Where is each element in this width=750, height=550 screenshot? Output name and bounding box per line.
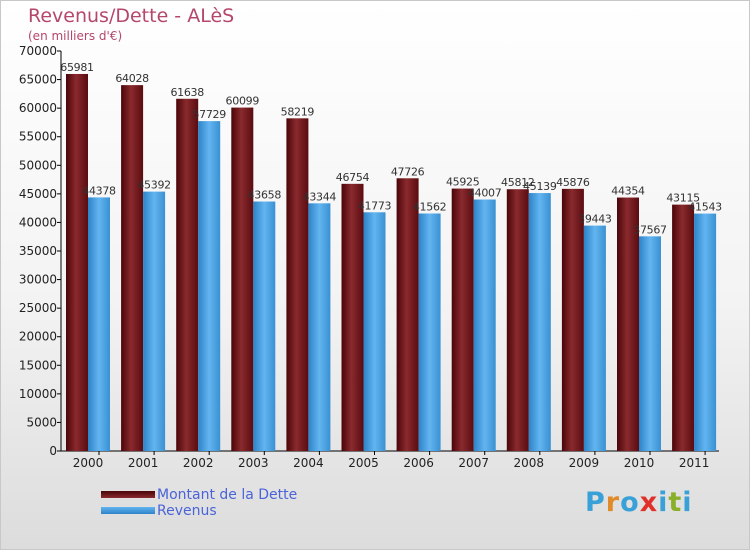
data-label-dette: 65981 bbox=[60, 61, 94, 74]
y-tick-label: 55000 bbox=[19, 130, 57, 144]
bar-dette bbox=[66, 73, 88, 452]
y-tick-label: 30000 bbox=[19, 273, 57, 287]
x-tick-label: 2009 bbox=[569, 456, 600, 470]
y-tick-label: 10000 bbox=[19, 387, 57, 401]
data-label-revenus: 41562 bbox=[413, 201, 447, 214]
chart-title: Revenus/Dette - ALèS bbox=[28, 5, 235, 27]
legend-swatch-revenus bbox=[101, 507, 155, 514]
x-tick-label: 2011 bbox=[679, 456, 710, 470]
data-label-dette: 47726 bbox=[391, 165, 425, 178]
data-label-dette: 46754 bbox=[336, 171, 370, 184]
data-label-dette: 43115 bbox=[666, 192, 700, 205]
bar-revenus bbox=[694, 213, 717, 451]
y-tick-label: 65000 bbox=[19, 73, 57, 87]
legend-swatch-dette bbox=[101, 491, 155, 498]
x-tick-label: 2002 bbox=[183, 456, 214, 470]
x-tick-label: 2005 bbox=[348, 456, 379, 470]
x-tick-label: 2003 bbox=[238, 456, 269, 470]
bar-dette bbox=[451, 188, 474, 452]
y-tick-label: 45000 bbox=[19, 187, 57, 201]
data-label-revenus: 44007 bbox=[468, 187, 502, 200]
data-label-revenus: 41543 bbox=[688, 201, 722, 214]
y-tick-label: 15000 bbox=[19, 358, 57, 372]
x-tick-label: 2008 bbox=[514, 456, 545, 470]
y-tick-label: 20000 bbox=[19, 330, 57, 344]
bar-dette bbox=[396, 178, 419, 451]
y-tick-label: 60000 bbox=[19, 101, 57, 115]
logo-letter: o bbox=[620, 487, 640, 518]
y-tick-label: 70000 bbox=[19, 44, 57, 58]
bar-dette bbox=[561, 188, 584, 451]
data-label-dette: 58219 bbox=[281, 105, 315, 118]
data-label-revenus: 45392 bbox=[137, 179, 171, 192]
data-label-revenus: 45139 bbox=[523, 180, 557, 193]
bar-revenus bbox=[308, 203, 331, 451]
bar-revenus bbox=[198, 121, 221, 452]
bar-revenus bbox=[639, 236, 661, 451]
bar-revenus bbox=[88, 197, 110, 451]
data-label-revenus: 44378 bbox=[82, 184, 116, 197]
data-label-revenus: 57729 bbox=[192, 108, 226, 121]
bar-dette bbox=[506, 189, 529, 451]
bar-dette bbox=[176, 98, 199, 451]
y-tick-label: 5000 bbox=[26, 415, 57, 429]
y-tick-label: 50000 bbox=[19, 158, 57, 172]
bar-dette bbox=[286, 118, 309, 451]
data-label-dette: 45812 bbox=[501, 176, 535, 189]
logo-letter: x bbox=[639, 487, 659, 518]
data-label-dette: 45925 bbox=[446, 176, 480, 189]
proxiti-logo: Proxiti bbox=[585, 487, 693, 518]
logo-letter: i bbox=[682, 487, 693, 518]
x-tick-label: 2000 bbox=[73, 456, 104, 470]
bar-dette bbox=[672, 204, 695, 451]
x-tick-label: 2007 bbox=[458, 456, 489, 470]
x-tick-label: 2001 bbox=[128, 456, 159, 470]
logo-letter: r bbox=[605, 487, 621, 518]
bar-revenus bbox=[418, 213, 441, 451]
chart-subtitle: (en milliers d'€) bbox=[28, 29, 123, 43]
bar-revenus bbox=[528, 193, 551, 451]
legend-label-revenus: Revenus bbox=[157, 503, 217, 519]
x-tick-label: 2006 bbox=[403, 456, 434, 470]
bar-dette bbox=[121, 85, 144, 451]
y-tick-label: 0 bbox=[49, 444, 57, 458]
y-tick-label: 25000 bbox=[19, 301, 57, 315]
data-label-revenus: 39443 bbox=[578, 213, 612, 226]
y-tick-label: 40000 bbox=[19, 215, 57, 229]
bar-revenus bbox=[473, 199, 496, 451]
x-tick-label: 2004 bbox=[293, 456, 324, 470]
bar-revenus bbox=[583, 225, 606, 451]
bar-dette bbox=[341, 183, 364, 451]
data-label-revenus: 43344 bbox=[303, 190, 337, 203]
data-label-dette: 60099 bbox=[226, 95, 260, 108]
bar-dette bbox=[617, 197, 639, 451]
logo-letter: t bbox=[668, 487, 683, 518]
y-tick-label: 35000 bbox=[19, 244, 57, 258]
data-label-dette: 45876 bbox=[556, 176, 590, 189]
x-tick-label: 2010 bbox=[624, 456, 655, 470]
logo-letter: P bbox=[585, 487, 606, 518]
bar-revenus bbox=[363, 212, 386, 451]
data-label-revenus: 41773 bbox=[358, 199, 392, 212]
data-label-dette: 61638 bbox=[170, 86, 204, 99]
bar-revenus bbox=[143, 191, 166, 452]
bar-revenus bbox=[253, 201, 276, 451]
logo-letter: i bbox=[658, 487, 669, 518]
bar-dette bbox=[231, 107, 254, 451]
legend-label-dette: Montant de la Dette bbox=[157, 487, 298, 503]
data-label-dette: 44354 bbox=[611, 185, 645, 198]
data-label-revenus: 37567 bbox=[633, 223, 667, 236]
data-label-dette: 64028 bbox=[115, 72, 149, 85]
data-label-revenus: 43658 bbox=[248, 189, 282, 202]
